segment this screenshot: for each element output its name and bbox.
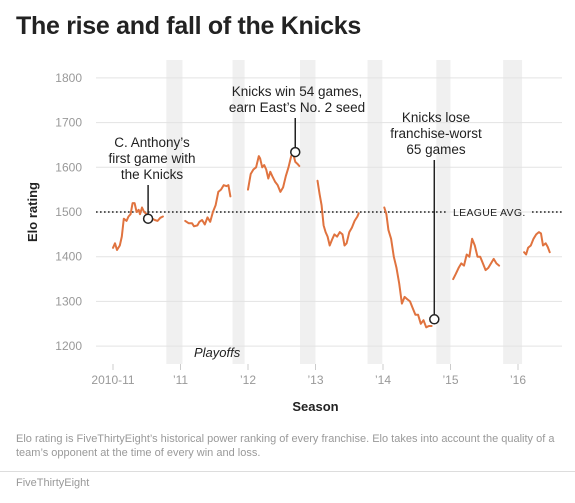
elo-series-season-2: [247, 152, 301, 193]
y-tick-label-1200: 1200: [55, 339, 82, 353]
source-label: FiveThirtyEight: [16, 477, 90, 489]
elo-series-season-4: [383, 206, 433, 329]
annotation-text-2-0: Knicks lose: [402, 110, 470, 125]
annotation-marker-2: [429, 314, 440, 325]
elo-series-season-5: [452, 237, 501, 281]
annotation-marker-1: [290, 146, 301, 158]
league-average-label: LEAGUE AVG.: [453, 207, 526, 219]
playoffs-label: Playoffs: [194, 345, 241, 360]
x-tick-label-6: ’16: [510, 373, 526, 387]
y-tick-label-1700: 1700: [55, 116, 82, 130]
elo-series-season-0: [112, 202, 164, 251]
elo-series-season-3: [316, 179, 360, 247]
annotation-text-1-0: Knicks win 54 games,: [232, 84, 363, 99]
x-tick-label-2: ’12: [240, 373, 256, 387]
elo-line-chart: 1200 1300 1400 1500 1600 1700 1800 2010-11 ’11 ’1…: [25, 60, 562, 414]
annotation-marker-0: [142, 213, 154, 224]
source-divider: [0, 471, 575, 472]
x-tick-label-1: ’11: [173, 373, 188, 387]
x-tick-label-5: ’15: [442, 373, 458, 387]
annotation-text-2-1: franchise-worst: [390, 126, 482, 141]
annotation-text-2-2: 65 games: [406, 142, 466, 157]
x-tick-label-0: 2010-11: [91, 373, 134, 387]
y-tick-label-1500: 1500: [55, 205, 82, 219]
annotation-text-1-1: earn East’s No. 2 seed: [229, 100, 365, 115]
annotation-text-0-2: the Knicks: [121, 167, 184, 182]
elo-series-season-1: [184, 184, 232, 228]
y-tick-label-1800: 1800: [55, 71, 82, 85]
chart-title: The rise and fall of the Knicks: [16, 12, 361, 40]
elo-series-season-6: [523, 231, 551, 256]
x-tick-label-4: ’14: [375, 373, 391, 387]
y-axis-label: Elo rating: [25, 182, 40, 242]
x-axis-label: Season: [292, 399, 338, 414]
y-tick-label-1600: 1600: [55, 160, 82, 174]
annotation-text-0-1: first game with: [108, 151, 195, 166]
annotation-text-0-0: C. Anthony’s: [114, 135, 190, 150]
y-tick-label-1300: 1300: [55, 294, 82, 308]
x-tick-label-3: ’13: [307, 373, 323, 387]
chart-note: Elo rating is FiveThirtyEight’s historic…: [16, 433, 555, 459]
y-tick-label-1400: 1400: [55, 250, 82, 264]
